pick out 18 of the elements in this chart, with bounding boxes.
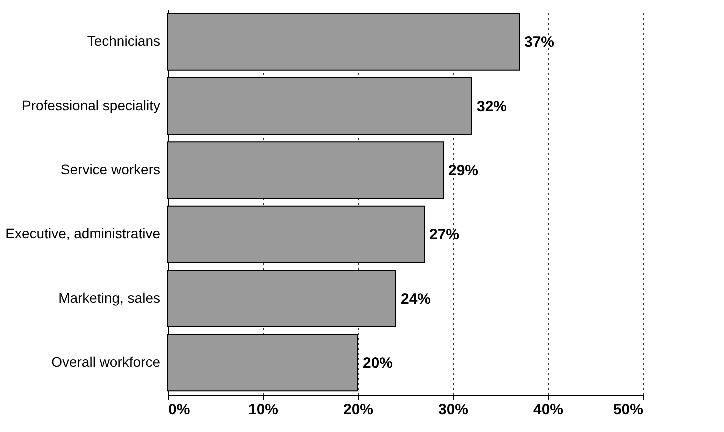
- y-tick-label: Marketing, sales: [58, 290, 160, 306]
- x-tick-label: 10%: [248, 402, 279, 418]
- data-label: 27%: [430, 226, 460, 244]
- y-tick-label: Overall workforce: [52, 354, 161, 370]
- y-tick-label: Technicians: [87, 33, 160, 50]
- y-tick-label: Professional speciality: [22, 97, 160, 114]
- x-tick-label: 0%: [168, 402, 190, 418]
- y-tick-label: Executive, administrative: [6, 226, 161, 242]
- x-tick-label: 20%: [343, 402, 374, 418]
- x-tick-label: 50%: [613, 402, 644, 418]
- data-label: 37%: [524, 34, 555, 52]
- x-tick-label: 30%: [438, 402, 469, 418]
- data-label: 24%: [401, 290, 432, 308]
- data-label: 29%: [448, 162, 479, 180]
- x-tick-label: 40%: [533, 402, 564, 418]
- y-tick-label: Service workers: [60, 161, 160, 178]
- data-label: 20%: [363, 354, 394, 372]
- data-label: 32%: [477, 98, 508, 116]
